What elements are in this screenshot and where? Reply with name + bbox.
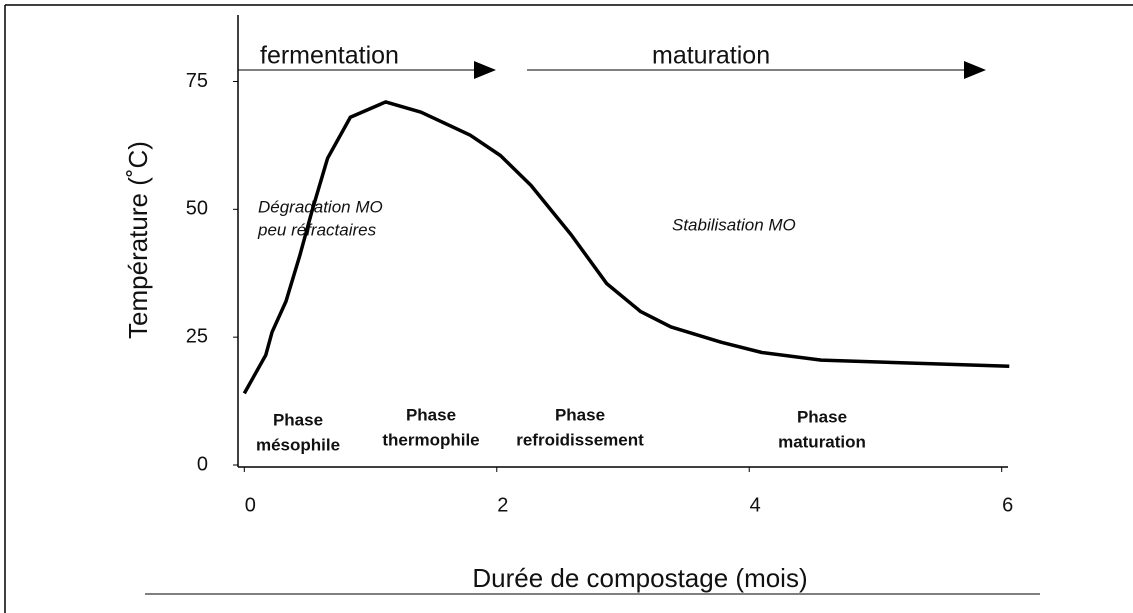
arrow-head — [964, 61, 986, 79]
x-tick-label: 4 — [750, 494, 761, 516]
phase-label: Phase — [797, 407, 847, 426]
y-tick-label: 75 — [186, 70, 208, 92]
x-axis-title: Durée de compostage (mois) — [472, 563, 807, 593]
annotation: peu réfractaires — [257, 220, 377, 239]
phase-label: thermophile — [382, 430, 479, 449]
arrow-label: fermentation — [260, 42, 399, 70]
phase-label: Phase — [555, 405, 605, 424]
arrow-head — [474, 61, 496, 79]
y-tick-label: 25 — [186, 325, 208, 347]
y-axis-title: Température (˚C) — [123, 141, 153, 339]
x-tick-label: 0 — [245, 494, 256, 516]
y-tick-label: 0 — [197, 453, 208, 475]
line-series — [242, 100, 1010, 395]
annotation: Dégradation MO — [258, 197, 383, 216]
x-tick-label: 6 — [1002, 494, 1013, 516]
phase-label: refroidissement — [516, 430, 644, 449]
arrow-label: maturation — [652, 42, 770, 70]
annotation: Stabilisation MO — [672, 215, 796, 234]
phase-label: Phase — [406, 405, 456, 424]
phase-label: Phase — [273, 410, 323, 429]
x-tick-label: 2 — [497, 494, 508, 516]
phase-label: maturation — [778, 432, 866, 451]
y-tick-label: 50 — [186, 198, 208, 220]
phase-label: mésophile — [256, 435, 340, 454]
